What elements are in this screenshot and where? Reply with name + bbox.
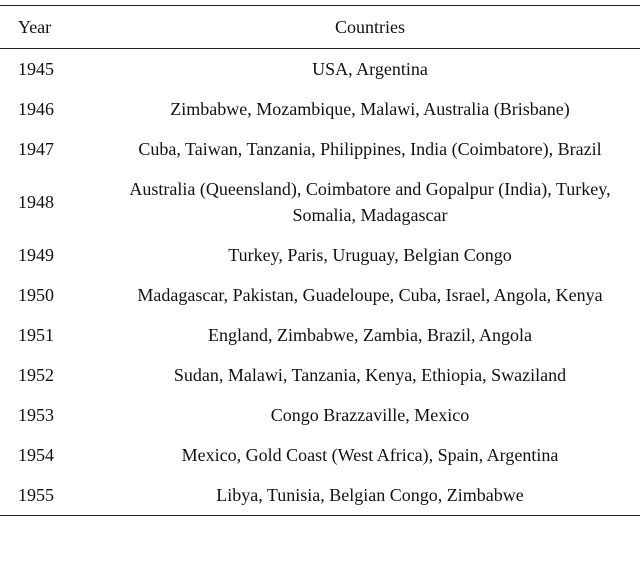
countries-cell: Zimbabwe, Mozambique, Malawi, Australia … (170, 99, 570, 119)
table-row: 1954 Mexico, Gold Coast (West Africa), Sp… (0, 435, 640, 475)
year-cell: 1954 (18, 445, 54, 465)
countries-cell: Libya, Tunisia, Belgian Congo, Zimbabwe (216, 485, 524, 505)
year-cell: 1949 (18, 245, 54, 265)
year-cell: 1948 (18, 192, 54, 212)
table-row: 1945 USA, Argentina (0, 49, 640, 90)
countries-cell: Sudan, Malawi, Tanzania, Kenya, Ethiopia… (173, 365, 567, 385)
data-table: Year Countries 1945 USA, Argentina 1946 Zim… (0, 5, 640, 516)
year-cell: 1952 (18, 365, 54, 385)
countries-cell: Congo Brazzaville, Mexico (270, 405, 470, 425)
year-cell: 1950 (18, 285, 54, 305)
countries-cell: Australia (Queensland), Coimbatore and G… (129, 179, 611, 225)
table-row: 1949 Turkey, Paris, Uruguay, Belgian Cong… (0, 235, 640, 275)
countries-cell: England, Zimbabwe, Zambia, Brazil, Angol… (208, 325, 532, 345)
table-row: 1951 England, Zimbabwe, Zambia, Brazil, A… (0, 315, 640, 355)
table-row: 1952 Sudan, Malawi, Tanzania, Kenya, Ethi… (0, 355, 640, 395)
table-body: 1945 USA, Argentina 1946 Zimbabwe, Mozambiq… (0, 49, 640, 516)
table-row: 1948 Australia (Queensland), Coimbatore a… (0, 169, 640, 235)
year-cell: 1947 (18, 139, 54, 159)
table-row: 1946 Zimbabwe, Mozambique, Malawi, Austra… (0, 89, 640, 129)
table-row: 1950 Madagascar, Pakistan, Guadeloupe, Cu… (0, 275, 640, 315)
year-cell: 1945 (18, 59, 54, 79)
header-cell: Countries (335, 17, 405, 37)
countries-cell: Turkey, Paris, Uruguay, Belgian Congo (228, 245, 512, 265)
year-cell: 1951 (18, 325, 54, 345)
header-cell: Year (18, 17, 52, 37)
countries-cell: USA, Argentina (312, 59, 428, 79)
table-row: 1953 Congo Brazzaville, Mexico (0, 395, 640, 435)
year-cell: 1955 (18, 485, 54, 505)
countries-cell: Cuba, Taiwan, Tanzania, Philippines, Ind… (138, 139, 602, 159)
countries-cell: Mexico, Gold Coast (West Africa), Spain,… (181, 445, 559, 465)
header-row: Year Countries (0, 5, 640, 49)
countries-cell: Madagascar, Pakistan, Guadeloupe, Cuba, … (137, 285, 603, 305)
table-header: Year Countries (0, 5, 640, 49)
table-row: 1955 Libya, Tunisia, Belgian Congo, Zimba… (0, 475, 640, 516)
table-row: 1947 Cuba, Taiwan, Tanzania, Philippines,… (0, 129, 640, 169)
year-cell: 1953 (18, 405, 54, 425)
year-cell: 1946 (18, 99, 54, 119)
